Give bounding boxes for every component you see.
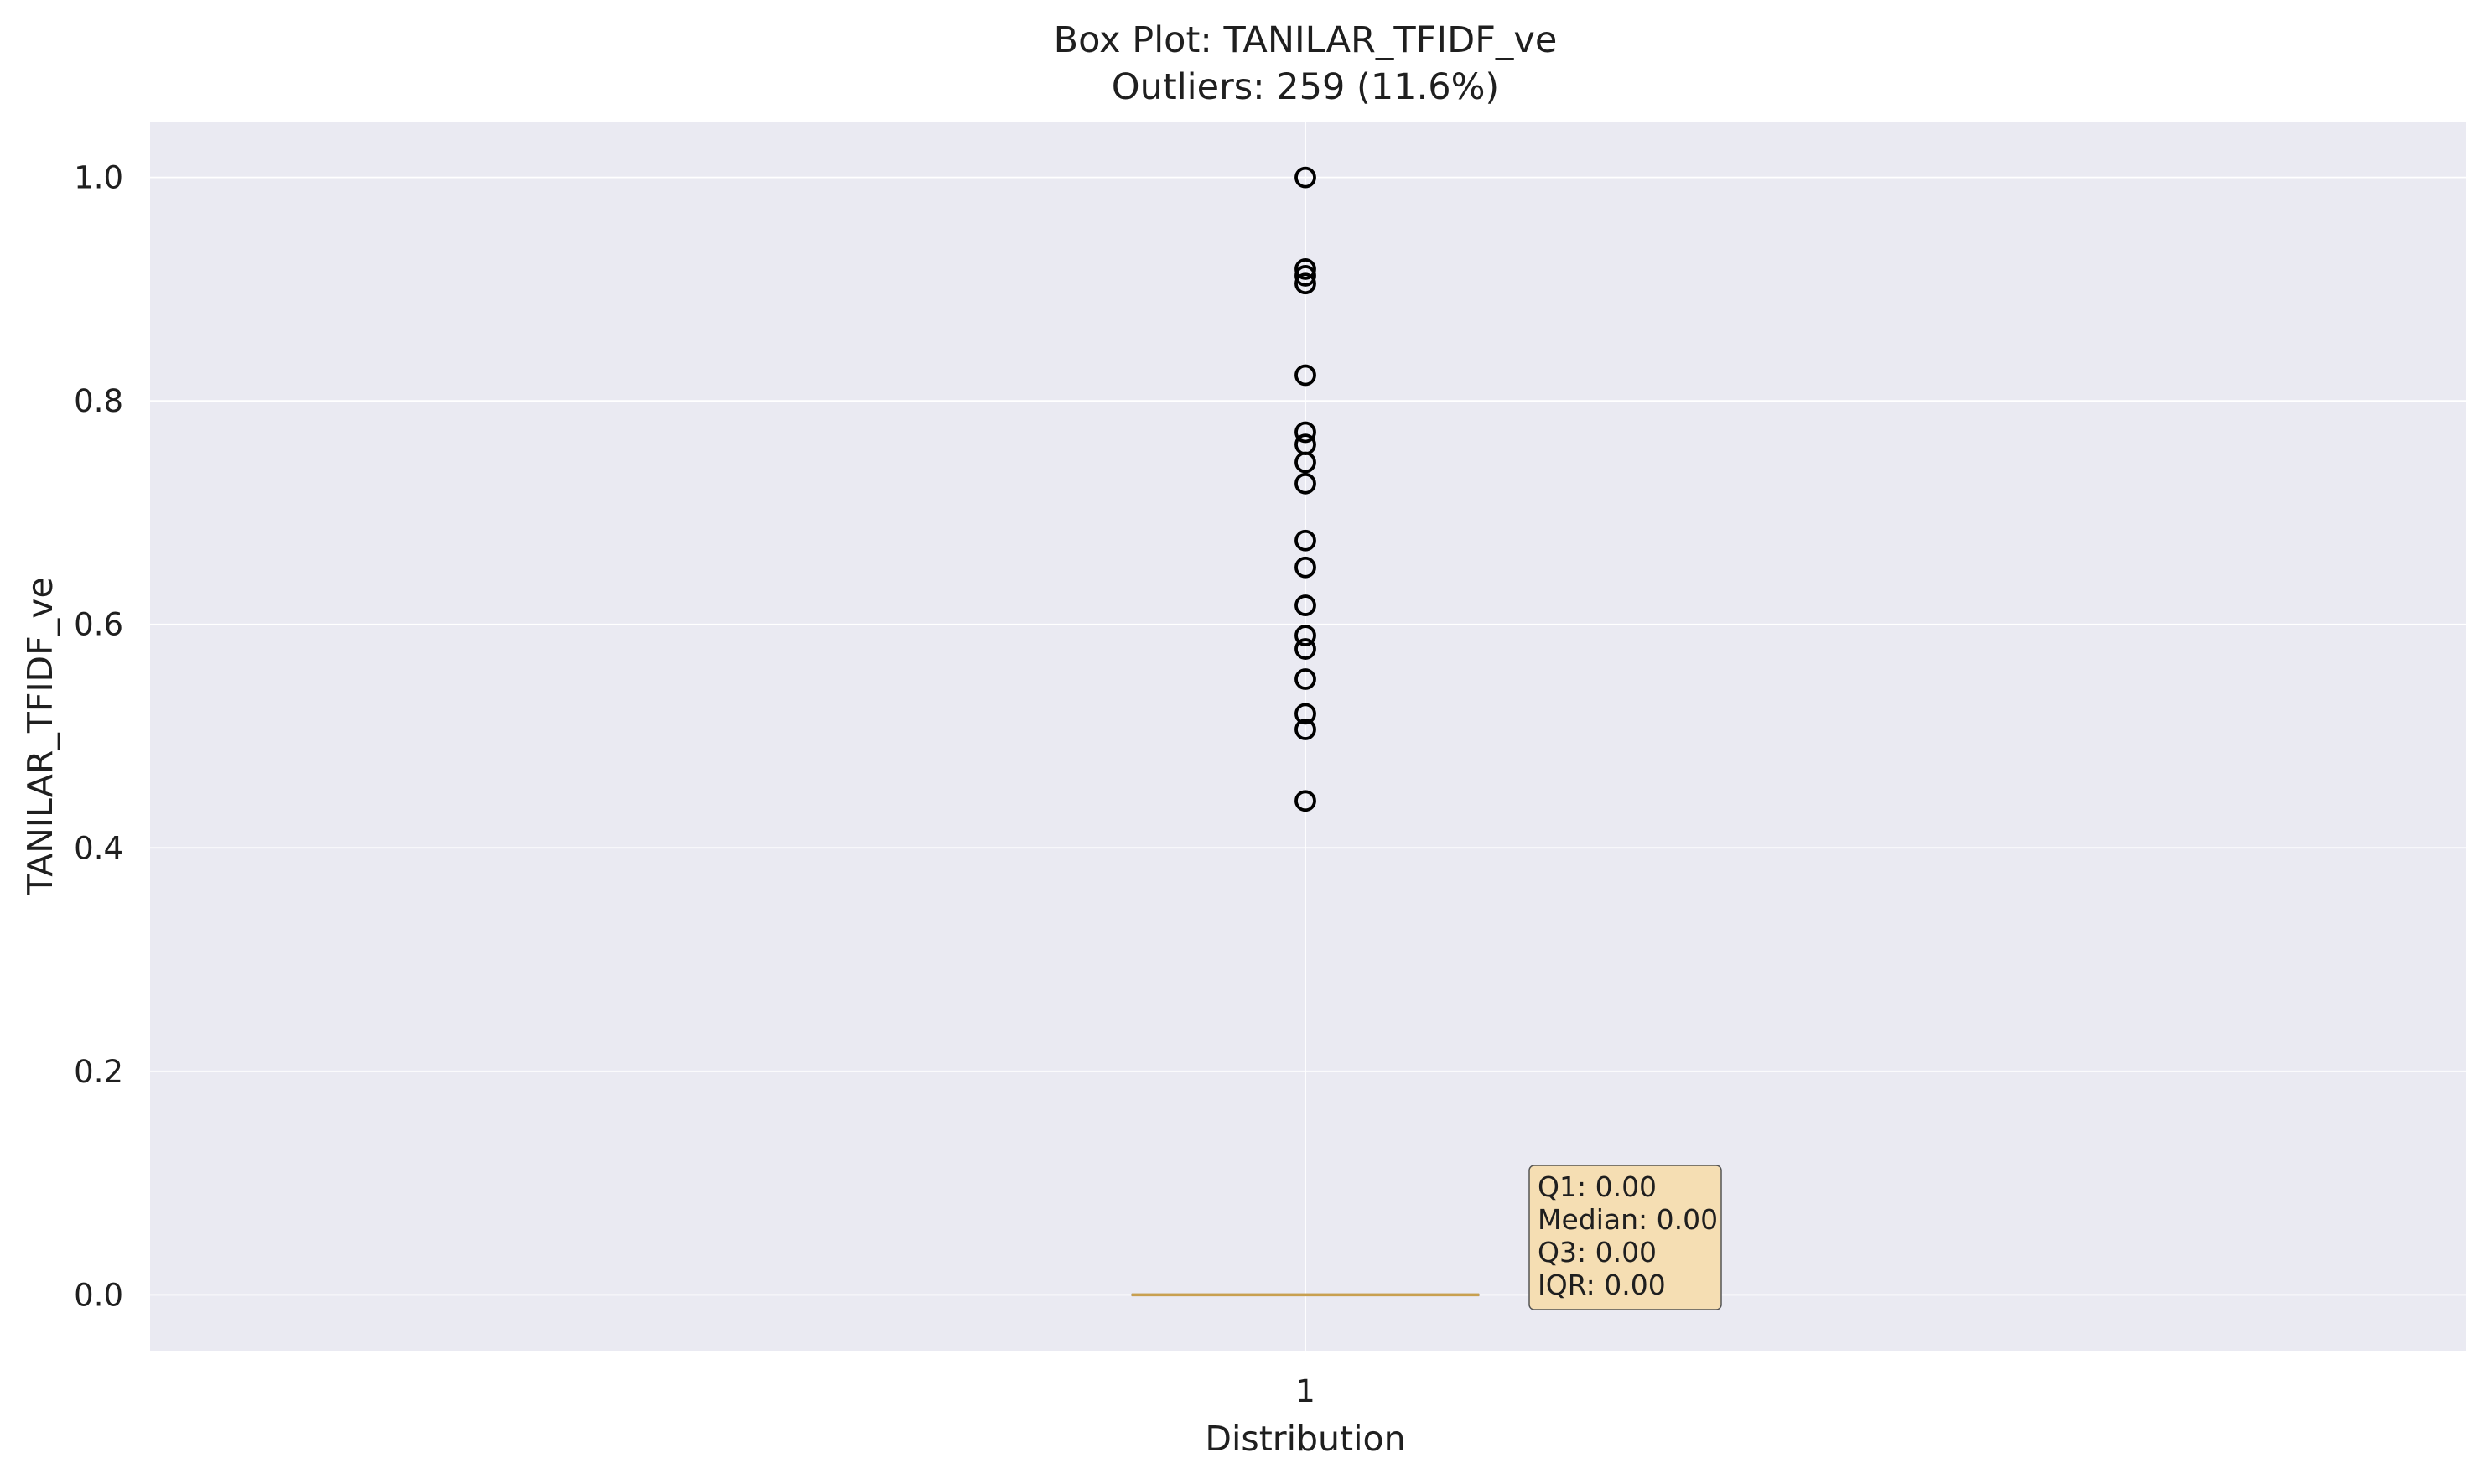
stats-q3: Q3: 0.00 bbox=[1538, 1236, 1657, 1269]
stats-annotation-box bbox=[1528, 1165, 1722, 1310]
outlier-point bbox=[1294, 625, 1316, 646]
y-tick-label: 0.6 bbox=[74, 607, 123, 643]
outlier-point bbox=[1294, 472, 1316, 495]
plot-area bbox=[150, 122, 2466, 1351]
outlier-point bbox=[1294, 790, 1316, 812]
box-element bbox=[1131, 1293, 1480, 1297]
outlier-point bbox=[1294, 719, 1316, 740]
outlier-point bbox=[1294, 638, 1316, 660]
chart-subtitle: Outliers: 259 (11.6%) bbox=[1112, 66, 1499, 108]
outlier-point bbox=[1294, 364, 1316, 387]
y-tick-label: 1.0 bbox=[74, 160, 123, 196]
y-tick-label: 0.2 bbox=[74, 1054, 123, 1090]
grid-lines bbox=[150, 122, 2466, 1351]
x-axis-label: Distribution bbox=[1205, 1419, 1405, 1459]
y-tick-label: 0.0 bbox=[74, 1277, 123, 1313]
outlier-point bbox=[1294, 421, 1316, 444]
y-tick-label: 0.4 bbox=[74, 830, 123, 866]
y-axis-label: TANILAR_TFIDF_ve bbox=[20, 577, 60, 895]
outlier-point bbox=[1294, 166, 1316, 189]
y-tick-label: 0.8 bbox=[74, 383, 123, 419]
outlier-point bbox=[1294, 668, 1316, 690]
stats-q1: Q1: 0.00 bbox=[1538, 1170, 1657, 1203]
outlier-point bbox=[1294, 594, 1316, 616]
outlier-point bbox=[1294, 272, 1316, 295]
y-axis-ticks: 0.0 0.2 0.4 0.6 0.8 1.0 bbox=[74, 160, 123, 1314]
x-tick-label: 1 bbox=[1295, 1373, 1315, 1409]
outlier-point bbox=[1294, 265, 1316, 287]
stats-annotation: Q1: 0.00 Median: 0.00 Q3: 0.00 IQR: 0.00 bbox=[1528, 1165, 1722, 1310]
outlier-point bbox=[1294, 703, 1316, 725]
outlier-point bbox=[1294, 258, 1316, 280]
outlier-points bbox=[1294, 166, 1316, 812]
outlier-point bbox=[1294, 529, 1316, 552]
outlier-point bbox=[1294, 556, 1316, 579]
outlier-point bbox=[1294, 451, 1316, 474]
chart-title: Box Plot: TANILAR_TFIDF_ve bbox=[1054, 19, 1558, 61]
stats-iqr: IQR: 0.00 bbox=[1538, 1269, 1666, 1301]
stats-median: Median: 0.00 bbox=[1538, 1203, 1718, 1236]
